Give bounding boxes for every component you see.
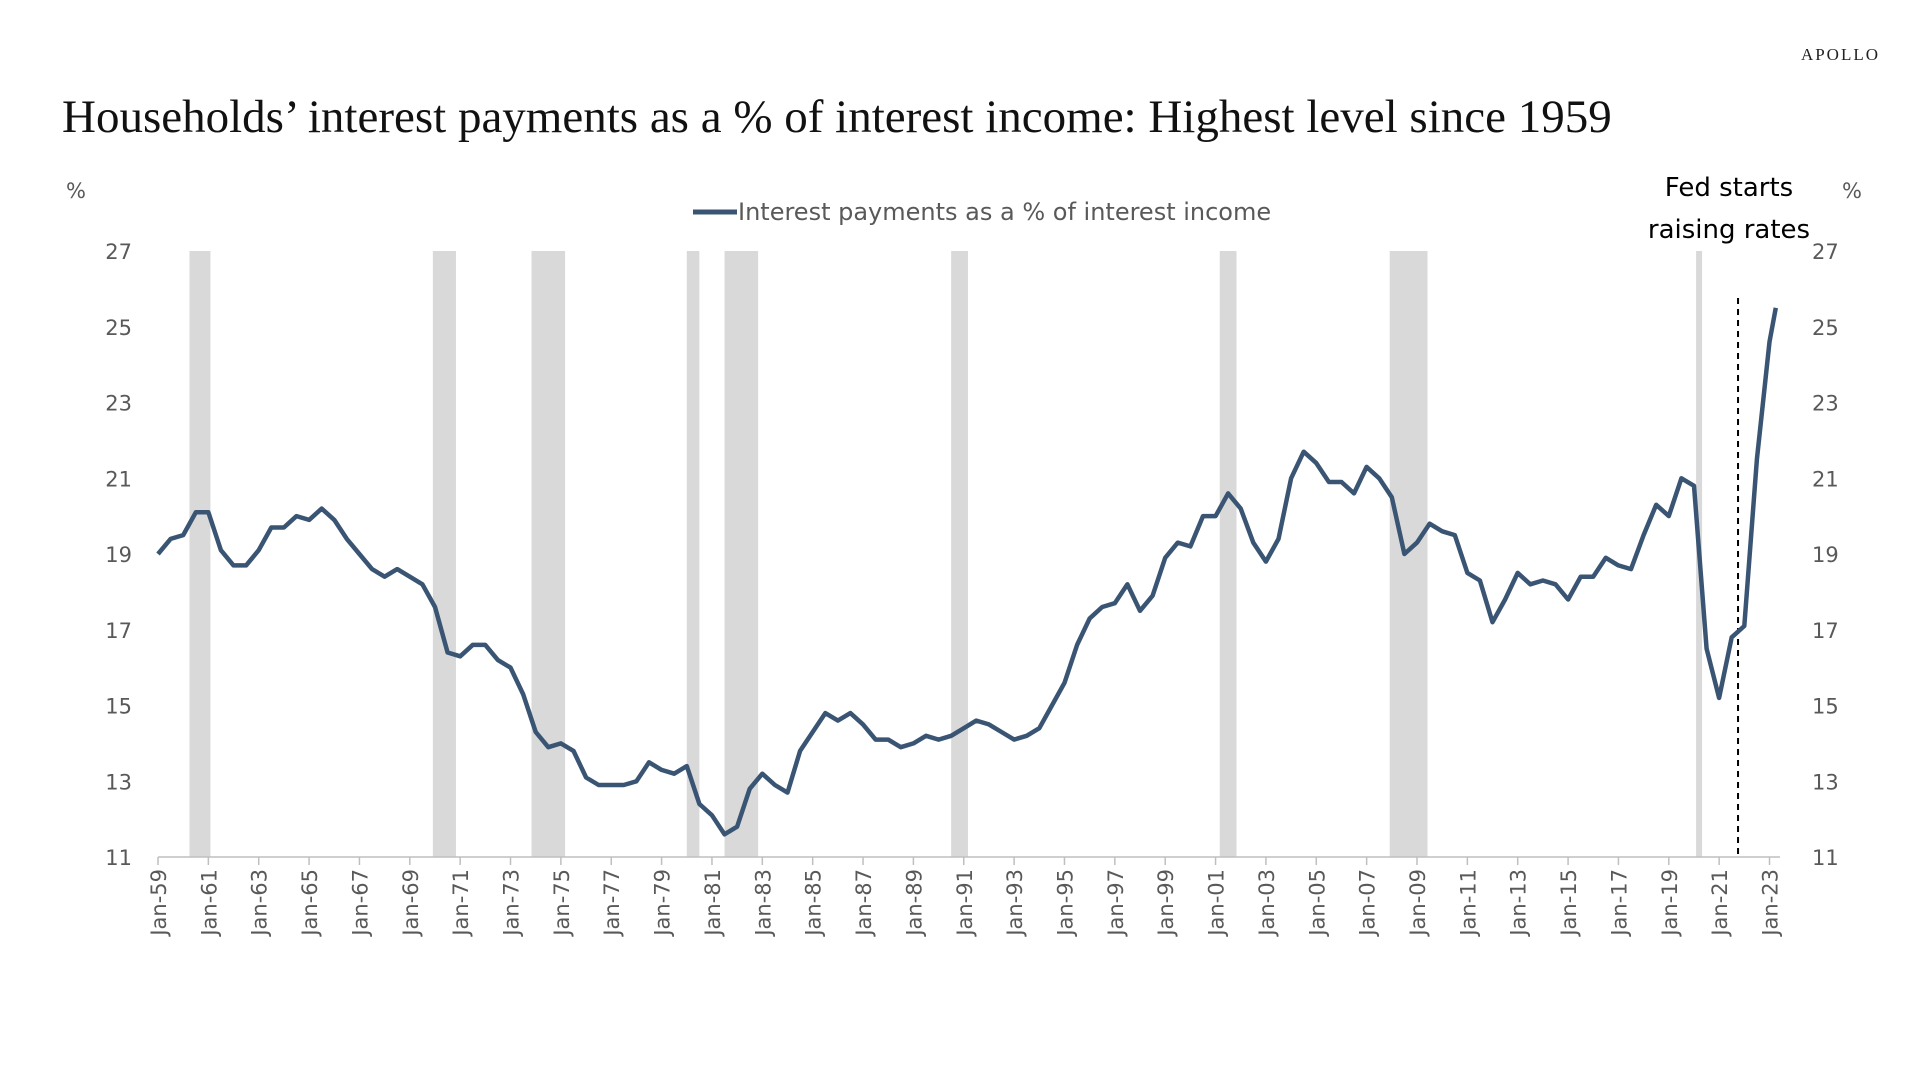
annotation-text: Fed starts [1665, 173, 1793, 203]
x-tick-label: Jan-75 [550, 869, 574, 938]
x-tick-label: Jan-95 [1053, 869, 1077, 938]
x-tick-label: Jan-81 [701, 869, 725, 938]
x-tick-label: Jan-05 [1305, 869, 1329, 938]
y-tick-label: 17 [105, 619, 132, 643]
x-tick-label: Jan-85 [802, 869, 826, 938]
recession-band [686, 251, 700, 857]
x-tick-label: Jan-01 [1205, 869, 1229, 938]
x-tick-label: Jan-87 [852, 869, 876, 938]
x-tick-label: Jan-99 [1154, 869, 1178, 938]
x-tick-label: Jan-59 [147, 869, 171, 938]
recession-band [432, 251, 456, 857]
y2-axis-label: % [1842, 179, 1862, 203]
x-tick-label: Jan-03 [1255, 869, 1279, 938]
x-tick-label: Jan-13 [1507, 869, 1531, 938]
x-tick-label: Jan-97 [1104, 869, 1128, 938]
y-tick-label: 21 [105, 467, 132, 491]
y2-tick-label: 23 [1812, 392, 1839, 416]
y2-tick-label: 13 [1812, 770, 1839, 794]
x-tick-label: Jan-89 [902, 869, 926, 938]
legend-label: Interest payments as a % of interest inc… [738, 198, 1271, 226]
series-line [156, 307, 1779, 837]
x-tick-label: Jan-09 [1406, 869, 1430, 938]
y2-tick-label: 15 [1812, 695, 1839, 719]
x-tick-label: Jan-93 [1003, 869, 1027, 938]
y2-tick-label: 17 [1812, 619, 1839, 643]
x-tick-label: Jan-19 [1658, 869, 1682, 938]
x-tick-label: Jan-11 [1456, 869, 1480, 938]
x-tick-label: Jan-71 [449, 869, 473, 938]
x-tick-label: Jan-63 [248, 869, 272, 938]
x-tick-label: Jan-91 [953, 869, 977, 938]
recession-band [951, 251, 968, 857]
x-tick-label: Jan-23 [1759, 869, 1783, 938]
x-tick-label: Jan-79 [651, 869, 675, 938]
x-tick-label: Jan-83 [751, 869, 775, 938]
x-tick-label: Jan-73 [500, 869, 524, 938]
x-tick-label: Jan-61 [197, 869, 221, 938]
x-tick-label: Jan-15 [1557, 869, 1581, 938]
x-tick-label: Jan-69 [399, 869, 423, 938]
y2-tick-label: 21 [1812, 467, 1839, 491]
recession-band [189, 251, 211, 857]
recession-band [1219, 251, 1237, 857]
x-tick-label: Jan-17 [1607, 869, 1631, 938]
x-tick-label: Jan-65 [298, 869, 322, 938]
x-tick-label: Jan-77 [600, 869, 624, 938]
y-tick-label: 23 [105, 392, 132, 416]
brand: APOLLO [1801, 45, 1880, 64]
x-tick-label: Jan-67 [348, 869, 372, 938]
recession-band [1389, 251, 1428, 857]
recession-band [531, 251, 566, 857]
y-axis-label: % [66, 179, 86, 203]
x-tick-label: Jan-07 [1356, 869, 1380, 938]
x-tick-label: Jan-21 [1708, 869, 1732, 938]
annotation-text: raising rates [1648, 215, 1810, 245]
y-tick-label: 11 [105, 846, 132, 870]
y-tick-label: 27 [105, 240, 132, 264]
y2-tick-label: 27 [1812, 240, 1839, 264]
y2-tick-label: 11 [1812, 846, 1839, 870]
y-tick-label: 15 [105, 695, 132, 719]
y-tick-label: 19 [105, 543, 132, 567]
y2-tick-label: 25 [1812, 316, 1839, 340]
recession-band [724, 251, 759, 857]
y-tick-label: 13 [105, 770, 132, 794]
chart-title: Households’ interest payments as a % of … [62, 91, 1612, 143]
y-tick-label: 25 [105, 316, 132, 340]
y2-tick-label: 19 [1812, 543, 1839, 567]
